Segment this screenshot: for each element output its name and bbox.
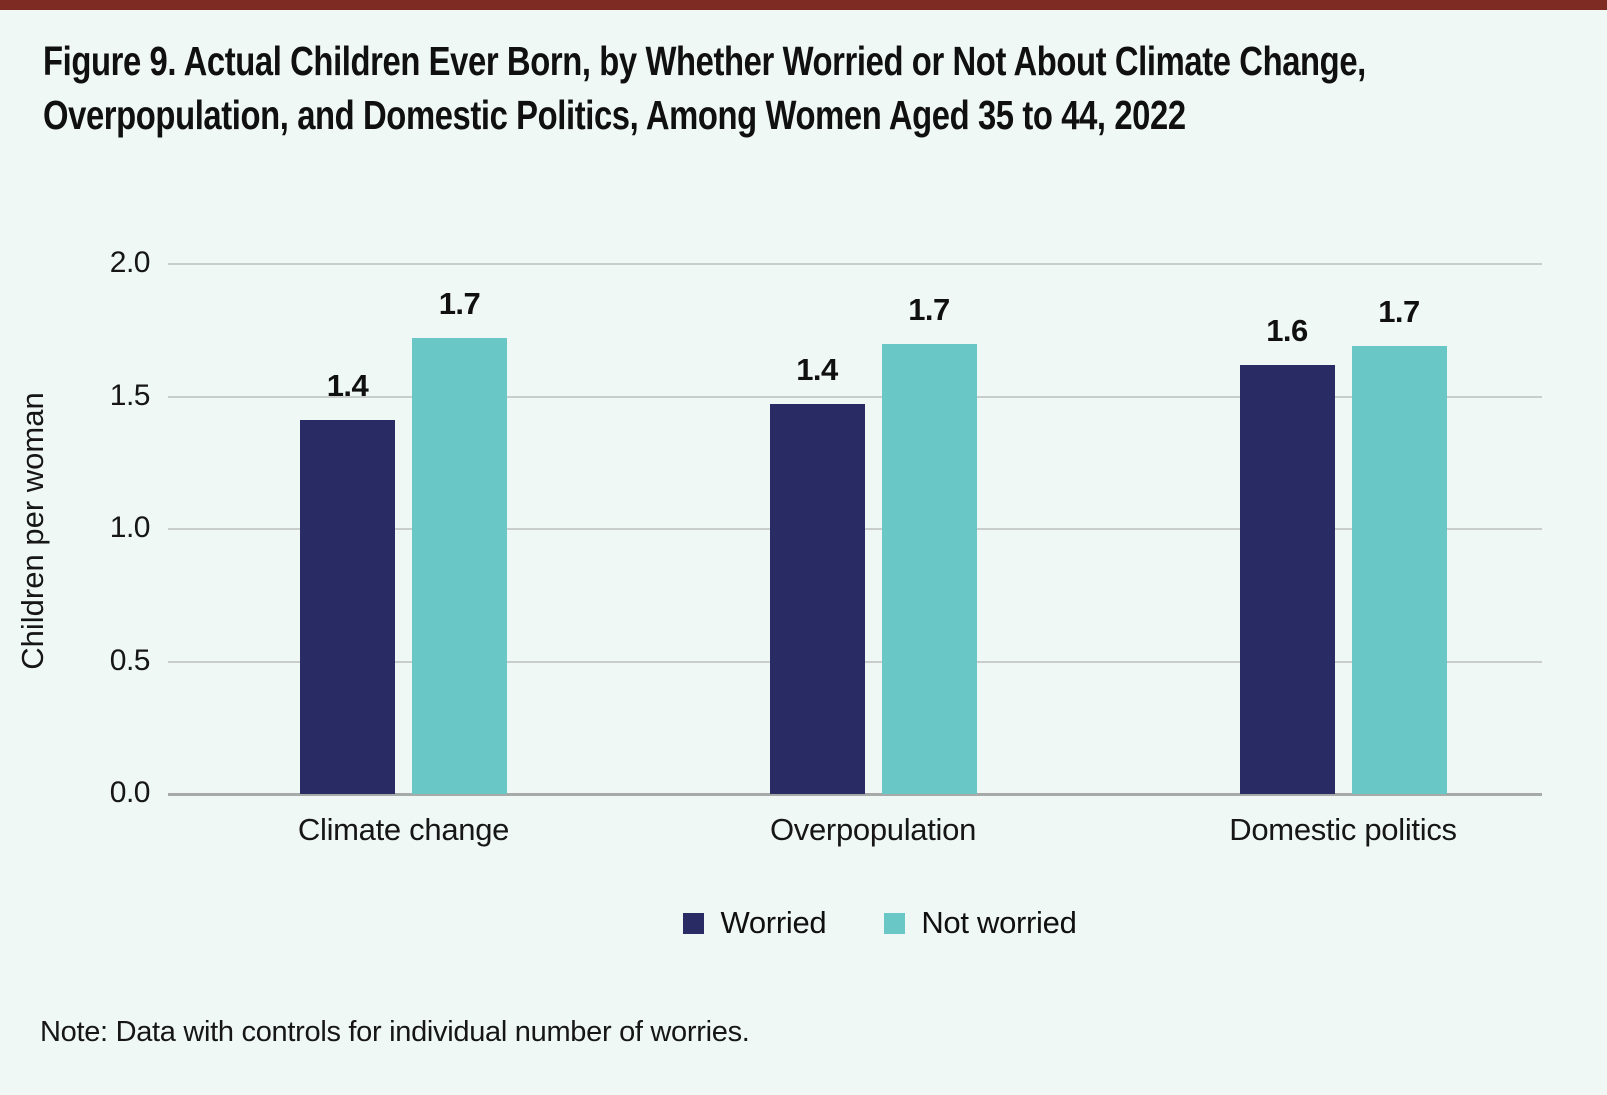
x-axis-line [168,793,1542,796]
bar-value-label: 1.7 [438,286,481,322]
legend-swatch-worried [683,912,705,934]
gridline [168,395,1542,398]
y-tick-label: 0.0 [109,776,151,809]
y-tick-label: 1.0 [109,511,151,544]
bar-worried [1239,364,1335,794]
legend-label-worried: Worried [720,905,827,940]
y-tick-label: 2.0 [109,246,151,279]
bar-value-label: 1.7 [908,291,950,327]
bar-not-worried [412,338,507,794]
bar-worried [769,404,865,794]
bar-worried [300,420,395,794]
y-tick-label: 0.5 [109,643,151,677]
figure-note: Note: Data with controls for individual … [40,1016,750,1048]
top-accent-bar [0,0,1607,10]
category-label: Domestic politics [1229,812,1457,847]
legend-item-worried: Worried [683,905,827,941]
bar-not-worried [1351,346,1447,794]
chart-legend: Worried Not worried [170,905,1590,941]
gridline [168,263,1542,265]
legend-swatch-not-worried [884,912,906,934]
legend-label-not-worried: Not worried [921,905,1077,940]
bar-value-label: 1.4 [796,352,838,388]
y-tick-label: 1.5 [109,378,151,412]
category-label: Climate change [297,812,510,847]
figure-title: Figure 9. Actual Children Ever Born, by … [43,38,1366,139]
bar-not-worried [881,343,977,794]
bar-value-label: 1.7 [1378,294,1420,330]
bar-value-label: 1.6 [1266,312,1308,348]
category-label: Overpopulation [769,812,977,847]
legend-item-not-worried: Not worried [884,905,1077,941]
bar-value-label: 1.4 [326,368,369,404]
